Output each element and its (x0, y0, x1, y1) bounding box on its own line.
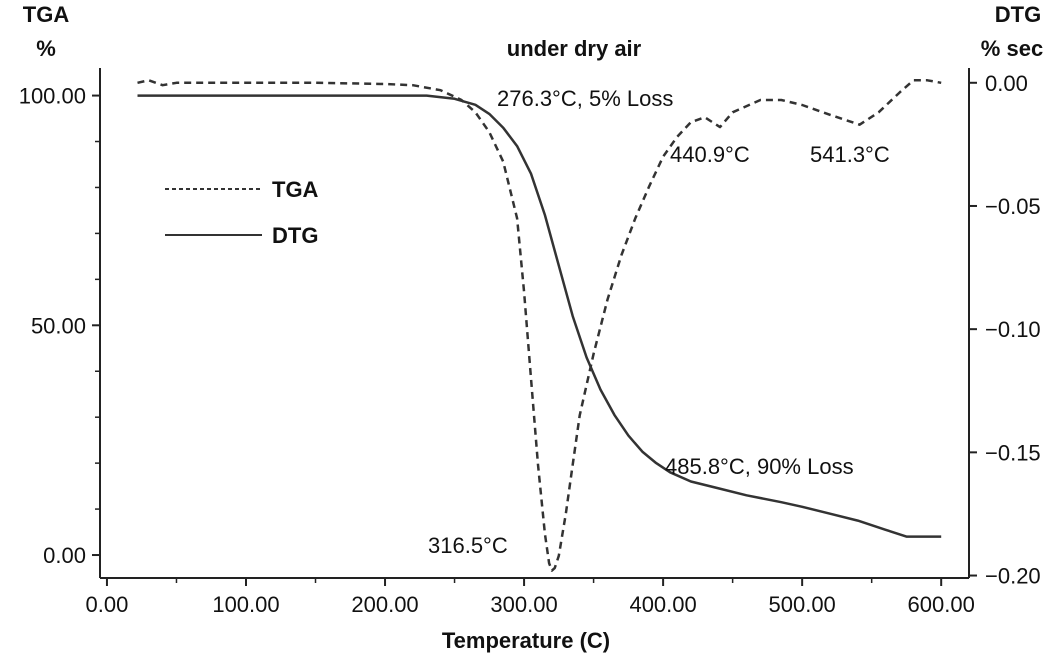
annotation-316: 316.5°C (428, 533, 508, 558)
series-layer (137, 79, 942, 572)
x-axis-label: Temperature (C) (442, 628, 610, 653)
x-tick-label: 300.00 (490, 592, 557, 617)
right-axis-label-line1: DTG (995, 2, 1041, 27)
legend-label-dtg: DTG (272, 223, 318, 248)
left-tick-label: 50.00 (31, 313, 86, 338)
right-axis-ticks: 0.00 −0.05 −0.10 −0.15 −0.20 (969, 71, 1041, 589)
x-tick-label: 600.00 (908, 592, 975, 617)
right-tick-label: −0.20 (985, 564, 1041, 589)
x-tick-label: 100.00 (212, 592, 279, 617)
left-tick-label: 100.00 (19, 84, 86, 109)
annotation-276: 276.3°C, 5% Loss (497, 86, 673, 111)
series-line-dtg (137, 94, 942, 538)
chart-title: under dry air (507, 36, 642, 61)
right-tick-label: −0.10 (985, 317, 1041, 342)
right-tick-label: −0.15 (985, 440, 1041, 465)
left-axis-ticks: 0.00 50.00 100.00 (19, 84, 100, 568)
right-axis-label-line2: % sec (981, 36, 1043, 61)
right-tick-label: 0.00 (985, 71, 1028, 96)
annotation-440: 440.9°C (670, 142, 750, 167)
legend-label-tga: TGA (272, 177, 319, 202)
left-tick-label: 0.00 (43, 543, 86, 568)
left-axis-label-line2: % (36, 36, 56, 61)
annotation-485: 485.8°C, 90% Loss (665, 454, 854, 479)
right-tick-label: −0.05 (985, 194, 1041, 219)
series-line-tga (137, 79, 942, 572)
x-tick-label: 400.00 (629, 592, 696, 617)
x-tick-label: 0.00 (86, 592, 129, 617)
x-tick-label: 500.00 (769, 592, 836, 617)
legend: TGA DTG (165, 177, 319, 248)
x-tick-label: 200.00 (351, 592, 418, 617)
x-axis-ticks: 0.00 100.00 200.00 300.00 400.00 500.00 600.00 (86, 578, 975, 617)
left-axis-label-line1: TGA (23, 2, 70, 27)
annotation-541: 541.3°C (810, 142, 890, 167)
